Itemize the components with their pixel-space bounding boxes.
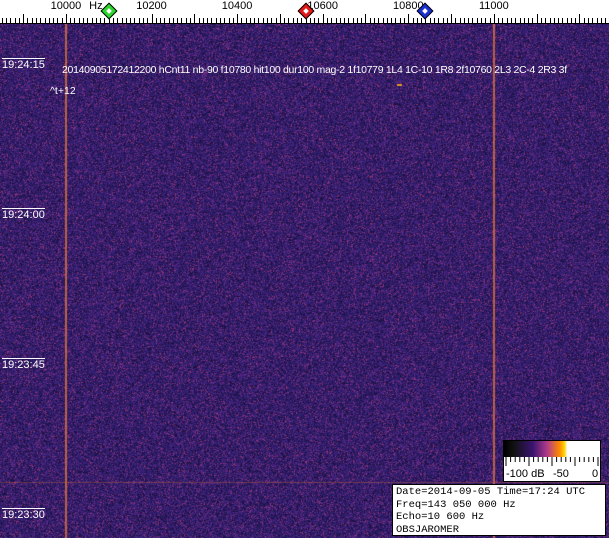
frequency-unit: Hz	[89, 0, 103, 12]
colorbar-label: -100 dB	[506, 468, 545, 480]
info-freq: Freq=143 050 000 Hz	[396, 498, 516, 511]
colorbar-label: 0	[592, 468, 599, 480]
time-offset-label: ^t+12	[50, 85, 76, 97]
color-scale-ticks	[505, 457, 599, 466]
frequency-tick-label: 10400	[221, 0, 253, 12]
colorbar-label: -50	[553, 468, 569, 480]
time-tick-label: 19:24:00	[2, 208, 45, 221]
frequency-ticks	[0, 14, 609, 24]
time-tick-label: 19:24:15	[2, 58, 45, 71]
color-scale: -100 dB -50 0	[503, 440, 601, 482]
frequency-tick-label: 10600	[307, 0, 338, 12]
info-date: Date=2014-09-05 Time=17:24 UTC	[396, 486, 586, 498]
frequency-tick-label: 10200	[136, 0, 167, 12]
time-tick-label: 19:23:45	[2, 358, 45, 371]
frequency-tick-label: 10800	[392, 0, 424, 12]
info-box: Date=2014-09-05 Time=17:24 UTC Freq=143 …	[392, 484, 606, 536]
info-echo: Echo=10 600 Hz	[396, 511, 485, 523]
detection-text: 20140905172412200 hCnt11 nb-90 f10780 hi…	[62, 64, 567, 76]
color-gradient	[504, 441, 600, 457]
time-tick-label: 19:23:30	[2, 508, 45, 521]
frequency-tick-label: 11000	[478, 0, 509, 12]
frequency-tick-label: 10000	[50, 0, 82, 12]
info-observer: OBSJAROMER	[396, 523, 460, 536]
frequency-axis: 10000 Hz 10200 10400 10600 10800 11000	[0, 0, 609, 24]
